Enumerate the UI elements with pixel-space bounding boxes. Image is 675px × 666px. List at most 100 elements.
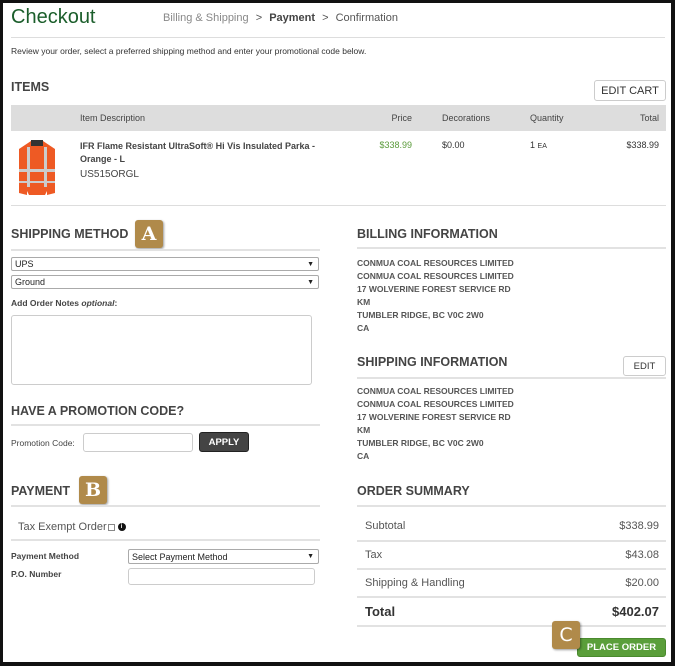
shipping-value: $20.00 <box>625 577 659 589</box>
info-icon[interactable]: i <box>117 523 126 531</box>
intro-text: Review your order, select a preferred sh… <box>11 46 367 56</box>
address-line: KM <box>357 424 371 435</box>
breadcrumb: Billing & Shipping > Payment > Confirmat… <box>163 12 398 24</box>
col-price: Price <box>391 113 412 123</box>
payment-heading: PAYMENT <box>11 484 71 498</box>
summary-subtotal: Subtotal $338.99 <box>365 520 659 532</box>
subtotal-label: Subtotal <box>365 520 406 532</box>
quantity-unit: EA <box>537 143 547 150</box>
service-select[interactable]: Ground ▼ <box>11 275 319 289</box>
divider <box>357 377 666 379</box>
tax-exempt-checkbox[interactable] <box>107 523 115 531</box>
divider <box>357 625 666 627</box>
po-number-input[interactable] <box>128 568 315 585</box>
product-decorations: $0.00 <box>442 140 465 150</box>
shipping-method-heading: SHIPPING METHOD <box>11 227 129 241</box>
product-name-line1: IFR Flame Resistant UltraSoft® Hi Vis In… <box>80 141 316 151</box>
billing-address: CONMUA COAL RESOURCES LIMITED CONMUA COAL… <box>357 257 514 334</box>
chevron-down-icon: ▼ <box>307 260 314 268</box>
address-line: CONMUA COAL RESOURCES LIMITED <box>357 270 514 281</box>
chevron-down-icon: ▼ <box>307 553 314 560</box>
divider <box>11 205 666 206</box>
tax-value: $43.08 <box>625 549 659 561</box>
col-quantity: Quantity <box>530 113 564 123</box>
payment-method-select[interactable]: Select Payment Method ▼ <box>128 549 319 564</box>
place-order-button[interactable]: PLACE ORDER <box>577 638 666 657</box>
product-quantity: 1 EA <box>530 140 547 150</box>
divider <box>357 505 666 507</box>
address-line: 17 WOLVERINE FOREST SERVICE RD <box>357 283 511 294</box>
divider <box>357 596 666 598</box>
address-line: CA <box>357 322 370 333</box>
shipping-label: Shipping & Handling <box>365 577 465 589</box>
total-value: $402.07 <box>612 604 659 619</box>
annotation-badge-a: A <box>135 220 163 248</box>
product-name[interactable]: IFR Flame Resistant UltraSoft® Hi Vis In… <box>80 140 315 166</box>
carrier-value: UPS <box>15 259 34 269</box>
quantity-value: 1 <box>530 140 536 150</box>
edit-cart-button[interactable]: EDIT CART <box>594 80 666 101</box>
order-notes-label: Add Order Notes optional: <box>11 298 117 308</box>
summary-total: Total $402.07 <box>365 604 659 619</box>
promo-code-label: Promotion Code: <box>11 438 75 448</box>
address-line: 17 WOLVERINE FOREST SERVICE RD <box>357 411 511 422</box>
breadcrumb-payment: Payment <box>269 12 316 24</box>
total-label: Total <box>365 604 396 619</box>
order-notes-textarea[interactable] <box>11 315 312 385</box>
service-value: Ground <box>15 277 46 287</box>
divider <box>11 37 665 38</box>
address-line: CONMUA COAL RESOURCES LIMITED <box>357 398 514 409</box>
divider <box>357 568 666 570</box>
breadcrumb-separator: > <box>322 12 329 24</box>
breadcrumb-confirmation: Confirmation <box>335 12 398 24</box>
apply-button[interactable]: APPLY <box>199 432 249 452</box>
notes-colon: : <box>114 298 118 308</box>
tax-exempt-row: Tax Exempt Order i <box>18 521 126 533</box>
divider <box>11 505 320 507</box>
shipping-info-heading: SHIPPING INFORMATION <box>357 355 508 369</box>
order-summary-heading: ORDER SUMMARY <box>357 484 470 498</box>
address-line: TUMBLER RIDGE, BC V0C 2W0 <box>357 437 484 448</box>
carrier-select[interactable]: UPS ▼ <box>11 257 319 271</box>
breadcrumb-separator: > <box>255 12 263 24</box>
summary-shipping: Shipping & Handling $20.00 <box>365 577 659 589</box>
po-number-label: P.O. Number <box>11 569 62 579</box>
address-line: CONMUA COAL RESOURCES LIMITED <box>357 258 514 268</box>
address-line: TUMBLER RIDGE, BC V0C 2W0 <box>357 309 484 320</box>
product-total: $338.99 <box>626 140 659 150</box>
summary-tax: Tax $43.08 <box>365 549 659 561</box>
page-title: Checkout <box>11 6 96 28</box>
col-total: Total <box>639 113 659 123</box>
product-price: $338.99 <box>379 140 412 150</box>
notes-label-text: Add Order Notes <box>11 298 82 308</box>
col-decorations: Decorations <box>442 113 491 123</box>
promo-code-input[interactable] <box>83 433 193 452</box>
notes-optional: optional <box>81 298 115 308</box>
shipping-address: CONMUA COAL RESOURCES LIMITED CONMUA COAL… <box>357 385 514 462</box>
subtotal-value: $338.99 <box>619 520 659 532</box>
address-line: CONMUA COAL RESOURCES LIMITED <box>357 386 514 396</box>
col-description: Item Description <box>80 113 146 123</box>
product-image[interactable] <box>17 139 57 197</box>
breadcrumb-billing[interactable]: Billing & Shipping <box>163 12 249 24</box>
address-line: CA <box>357 450 370 461</box>
promo-heading: HAVE A PROMOTION CODE? <box>11 404 185 418</box>
payment-method-label: Payment Method <box>11 551 80 561</box>
product-sku: US515ORGL <box>80 169 139 180</box>
annotation-badge-b: B <box>79 476 107 504</box>
items-heading: ITEMS <box>11 80 50 94</box>
divider <box>357 540 666 542</box>
edit-shipping-button[interactable]: EDIT <box>623 356 666 376</box>
tax-label: Tax <box>365 549 383 561</box>
divider <box>11 249 320 251</box>
divider <box>11 424 320 426</box>
items-table-header: Item Description Price Decorations Quant… <box>11 105 666 131</box>
address-line: KM <box>357 296 371 307</box>
divider <box>11 539 320 541</box>
payment-method-value: Select Payment Method <box>132 551 228 562</box>
divider <box>357 247 666 249</box>
annotation-badge-c: C <box>552 621 580 649</box>
billing-heading: BILLING INFORMATION <box>357 227 498 241</box>
tax-exempt-label: Tax Exempt Order <box>18 521 107 533</box>
table-row: IFR Flame Resistant UltraSoft® Hi Vis In… <box>11 131 666 205</box>
